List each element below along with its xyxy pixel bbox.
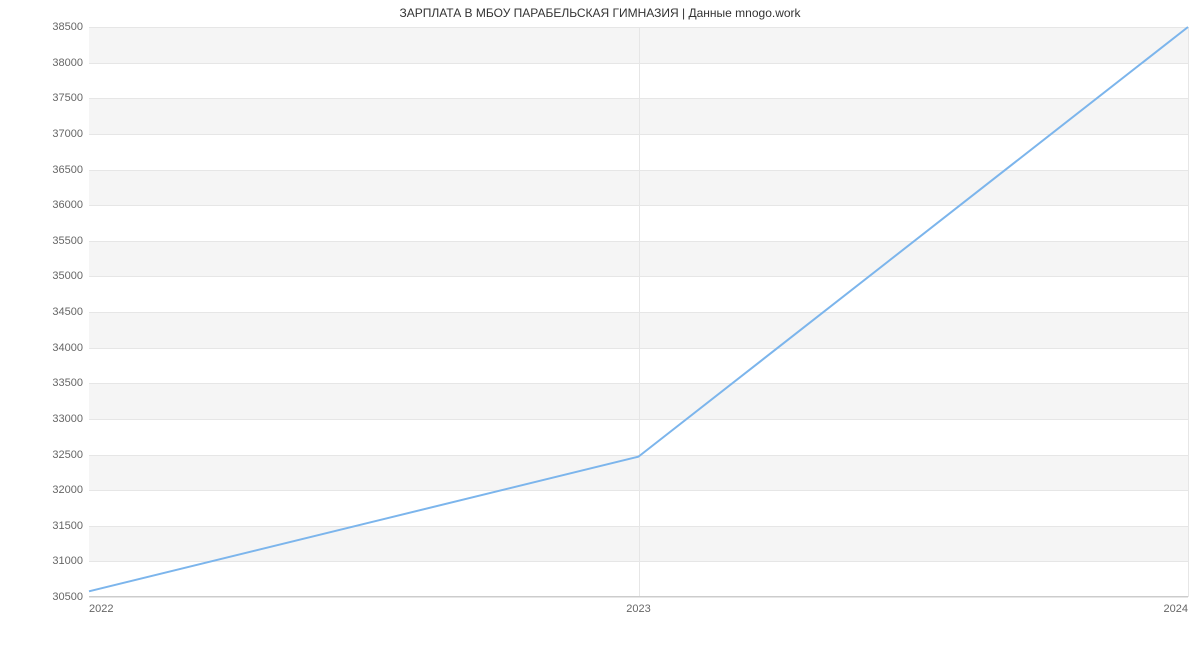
y-tick-label: 34000 [52,342,83,354]
y-tick-label: 36500 [52,164,83,176]
y-tick-label: 32500 [52,449,83,461]
y-tick-label: 38000 [52,57,83,69]
y-tick-label: 30500 [52,591,83,603]
chart-title: ЗАРПЛАТА В МБОУ ПАРАБЕЛЬСКАЯ ГИМНАЗИЯ | … [0,6,1200,20]
y-tick-label: 38500 [52,21,83,33]
y-tick-label: 33000 [52,413,83,425]
y-tick-label: 35000 [52,270,83,282]
x-tick-label: 2023 [626,603,650,615]
gridline-v [1188,27,1189,597]
y-tick-label: 35500 [52,235,83,247]
salary-line [89,27,1188,591]
x-tick-label: 2024 [1164,603,1188,615]
gridline-h [89,597,1188,598]
y-tick-label: 36000 [52,199,83,211]
y-tick-label: 34500 [52,306,83,318]
y-tick-label: 31000 [52,555,83,567]
y-tick-label: 37500 [52,92,83,104]
y-tick-label: 32000 [52,484,83,496]
plot-area: 3050031000315003200032500330003350034000… [89,27,1188,597]
x-axis-line [89,596,1188,597]
y-tick-label: 33500 [52,377,83,389]
x-tick-label: 2022 [89,603,113,615]
line-series [89,27,1188,597]
y-tick-label: 37000 [52,128,83,140]
y-tick-label: 31500 [52,520,83,532]
